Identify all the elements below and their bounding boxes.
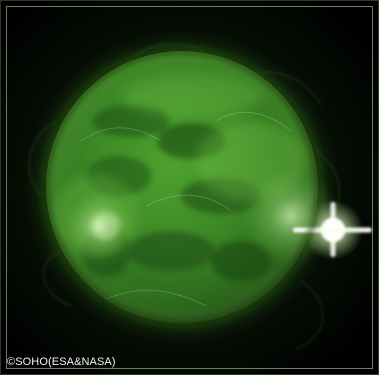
image-credit: ©SOHO(ESA&NASA): [7, 356, 116, 368]
